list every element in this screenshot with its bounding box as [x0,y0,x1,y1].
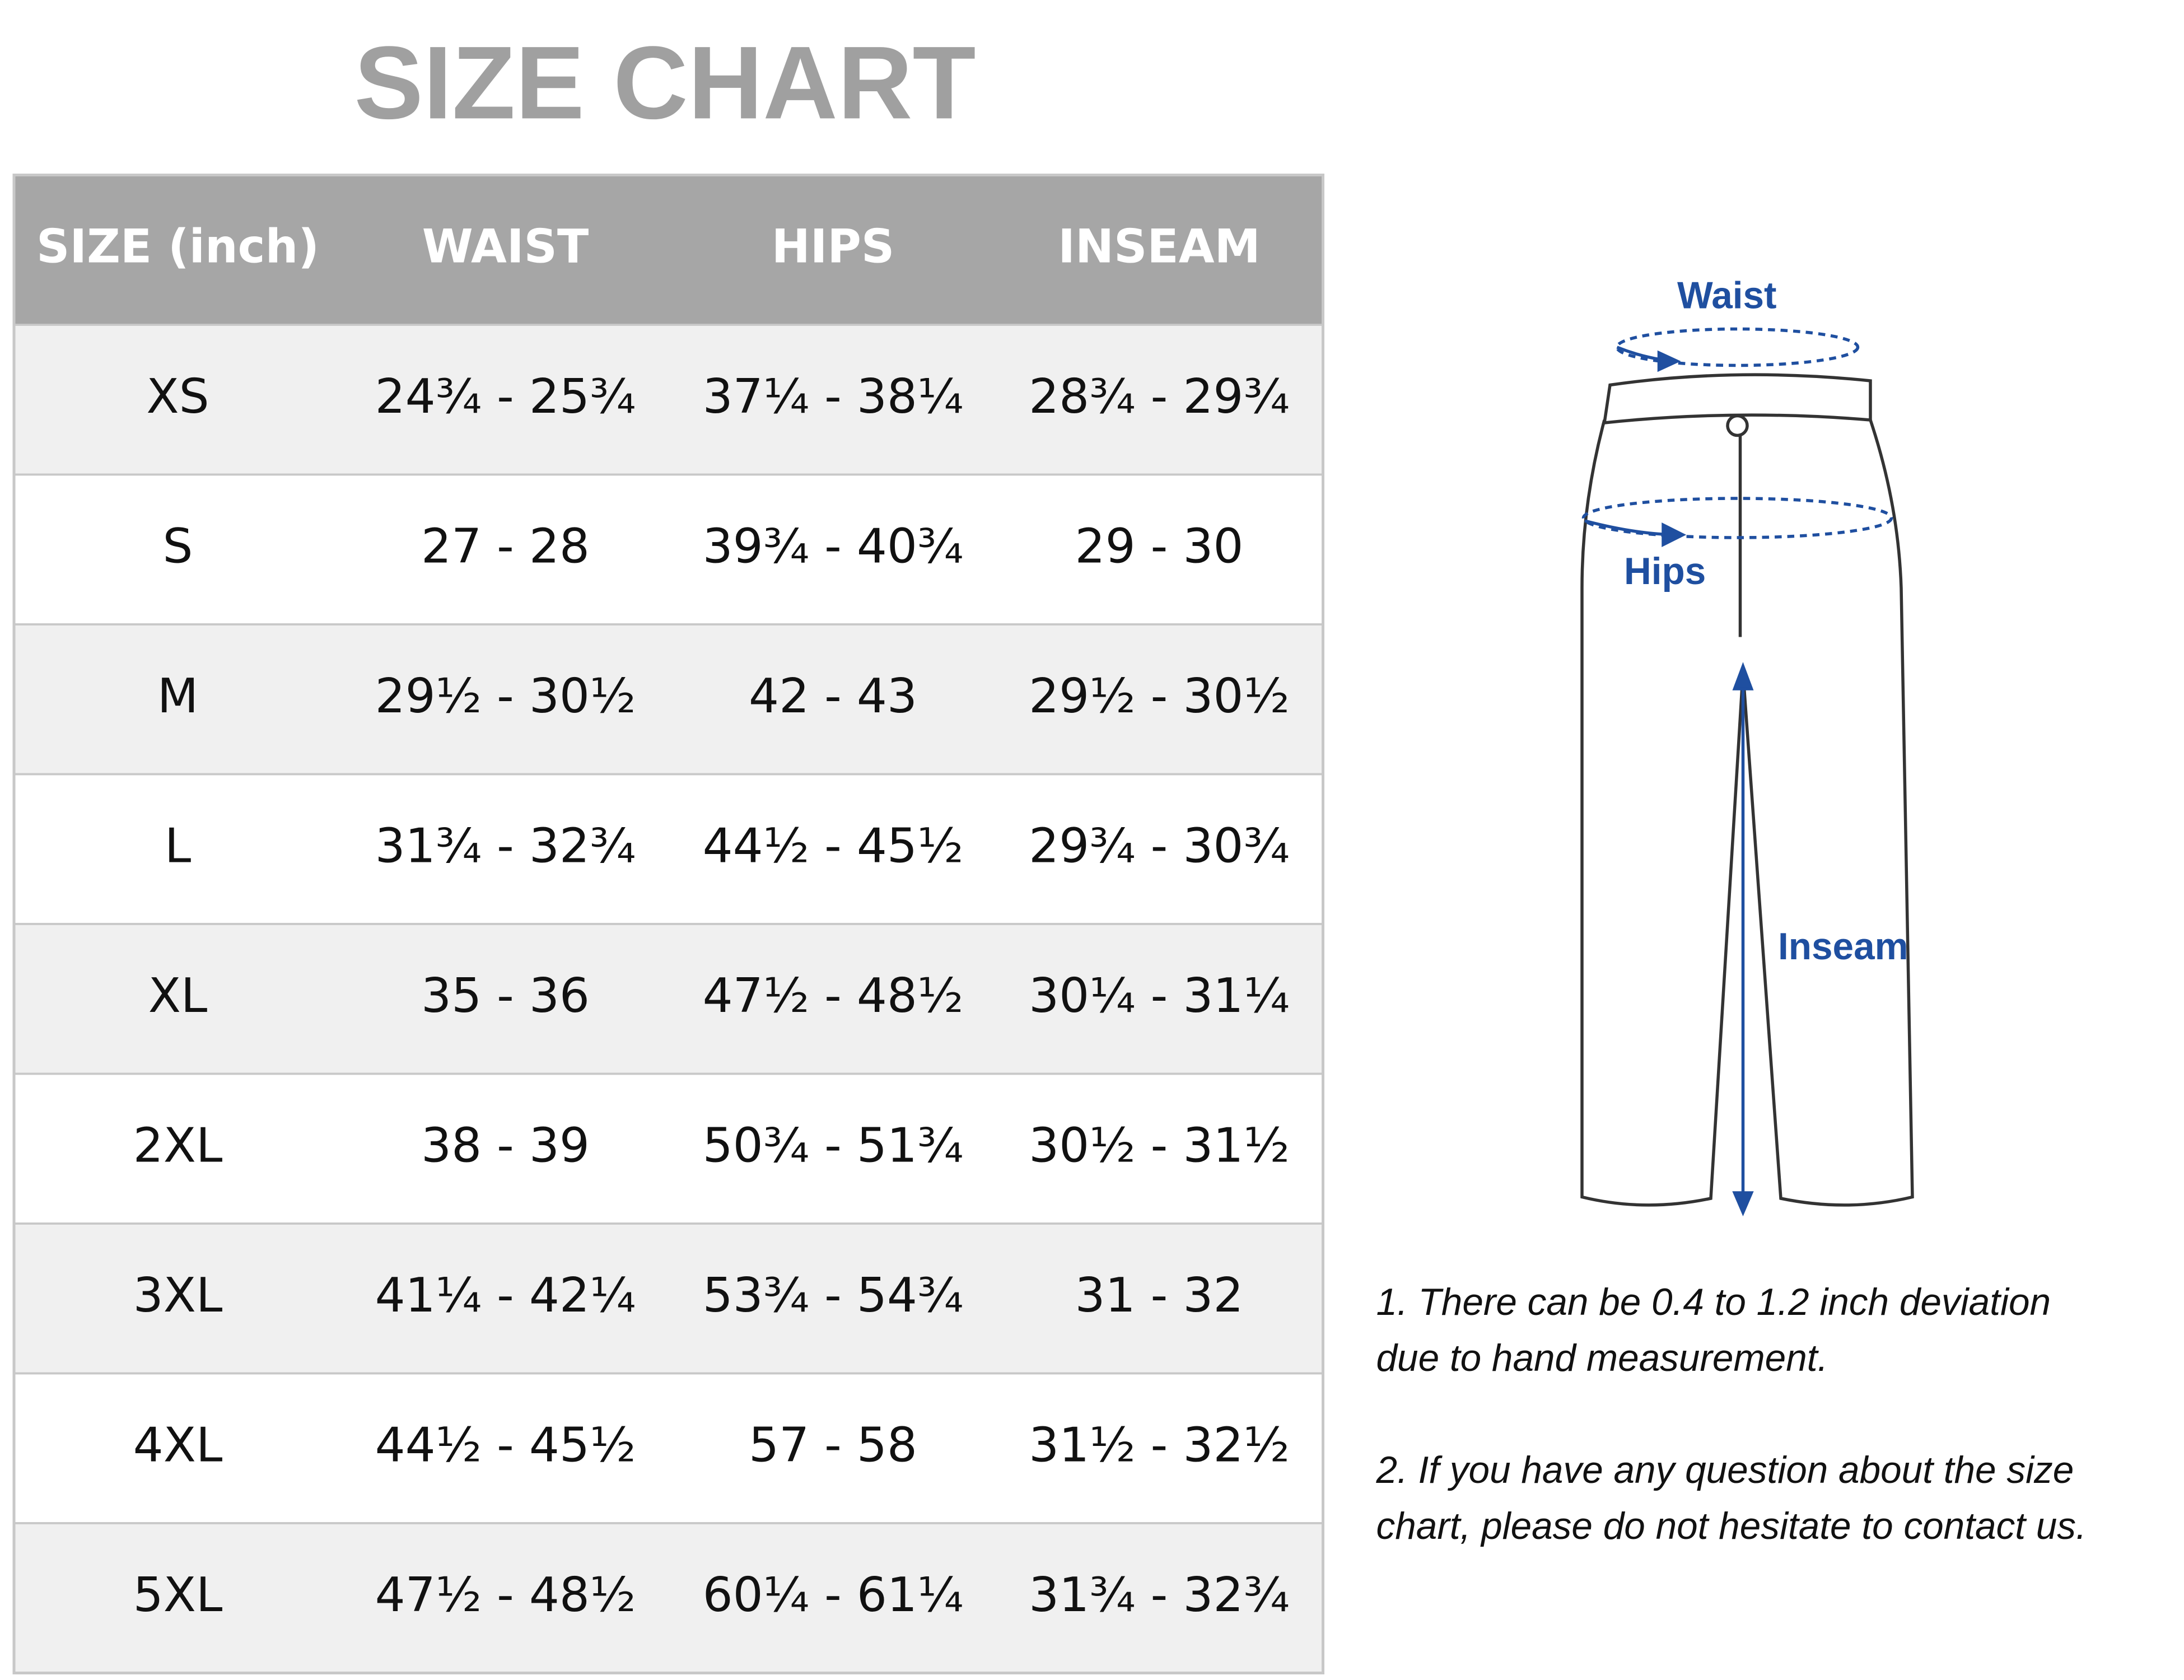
table-cell: 4XL [133,1418,223,1473]
pants-diagram [1580,327,1914,1216]
table-cell: 30½ - 31½ [1029,1118,1290,1174]
table-cell: 30¼ - 31¼ [1029,968,1290,1024]
table-border [12,174,1324,1674]
table-cell: 31¾ - 32¾ [1029,1567,1290,1623]
table-cell: 38 - 39 [421,1118,590,1174]
table-header-bg [14,175,1323,325]
table-cell: 44½ - 45½ [703,819,964,874]
note-line: 1. There can be 0.4 to 1.2 inch deviatio… [1376,1281,2051,1323]
table-cell: 37¼ - 38¼ [703,369,964,424]
note-line: 2. If you have any question about the si… [1376,1449,2074,1491]
table-cell: XS [146,369,209,424]
table-cell: 44½ - 45½ [375,1418,636,1473]
column-header: WAIST [422,220,589,274]
table-cell: 31½ - 32½ [1029,1418,1290,1473]
table-cell: 47½ - 48½ [703,968,964,1024]
table-cell: 31¾ - 32¾ [375,819,636,874]
table-row [13,623,1324,776]
table-cell: 29¾ - 30¾ [1029,819,1290,874]
table-cell: 31 - 32 [1075,1268,1243,1323]
table-cell: 2XL [133,1118,223,1174]
table-cell: 3XL [133,1268,223,1323]
table-row [13,1222,1324,1375]
table-row [13,1072,1324,1225]
table-cell: 42 - 43 [749,669,917,724]
table-cell: 39¾ - 40¾ [703,519,964,575]
diagram-label: Hips [1624,550,1706,592]
table-cell: S [163,519,193,575]
table-cell: 28¾ - 29¾ [1029,369,1290,424]
table-cell: 50¾ - 51¾ [703,1118,964,1174]
table-row [13,324,1324,476]
note-line: chart, please do not hesitate to contact… [1376,1505,2087,1547]
table-cell: 60¼ - 61¼ [703,1567,964,1623]
table-row [13,923,1324,1075]
table-cell: 47½ - 48½ [375,1567,636,1623]
table-cell: 27 - 28 [421,519,590,575]
table-cell: 29½ - 30½ [375,669,636,724]
table-cell: 5XL [133,1567,223,1623]
table-cell: 29 - 30 [1075,519,1243,575]
table-cell: 24¾ - 25¾ [375,369,636,424]
table-cell: XL [148,968,208,1024]
table-cell: 53¾ - 54¾ [703,1268,964,1323]
column-header: INSEAM [1058,220,1260,274]
table-cell: 41¼ - 42¼ [375,1268,636,1323]
column-header: HIPS [772,220,895,274]
diagram-label: Inseam [1778,926,1908,968]
column-header: SIZE (inch) [36,220,319,274]
table-cell: M [157,669,198,724]
table-row [13,1522,1324,1674]
table-cell: 29½ - 30½ [1029,669,1290,724]
note-line: due to hand measurement. [1376,1337,1828,1379]
title: SIZE CHART [354,25,976,141]
table-cell: L [165,819,191,874]
diagram-label: Waist [1677,274,1777,316]
table-cell: 35 - 36 [421,968,590,1024]
table-cell: 57 - 58 [749,1418,917,1473]
table-row [13,1372,1324,1524]
